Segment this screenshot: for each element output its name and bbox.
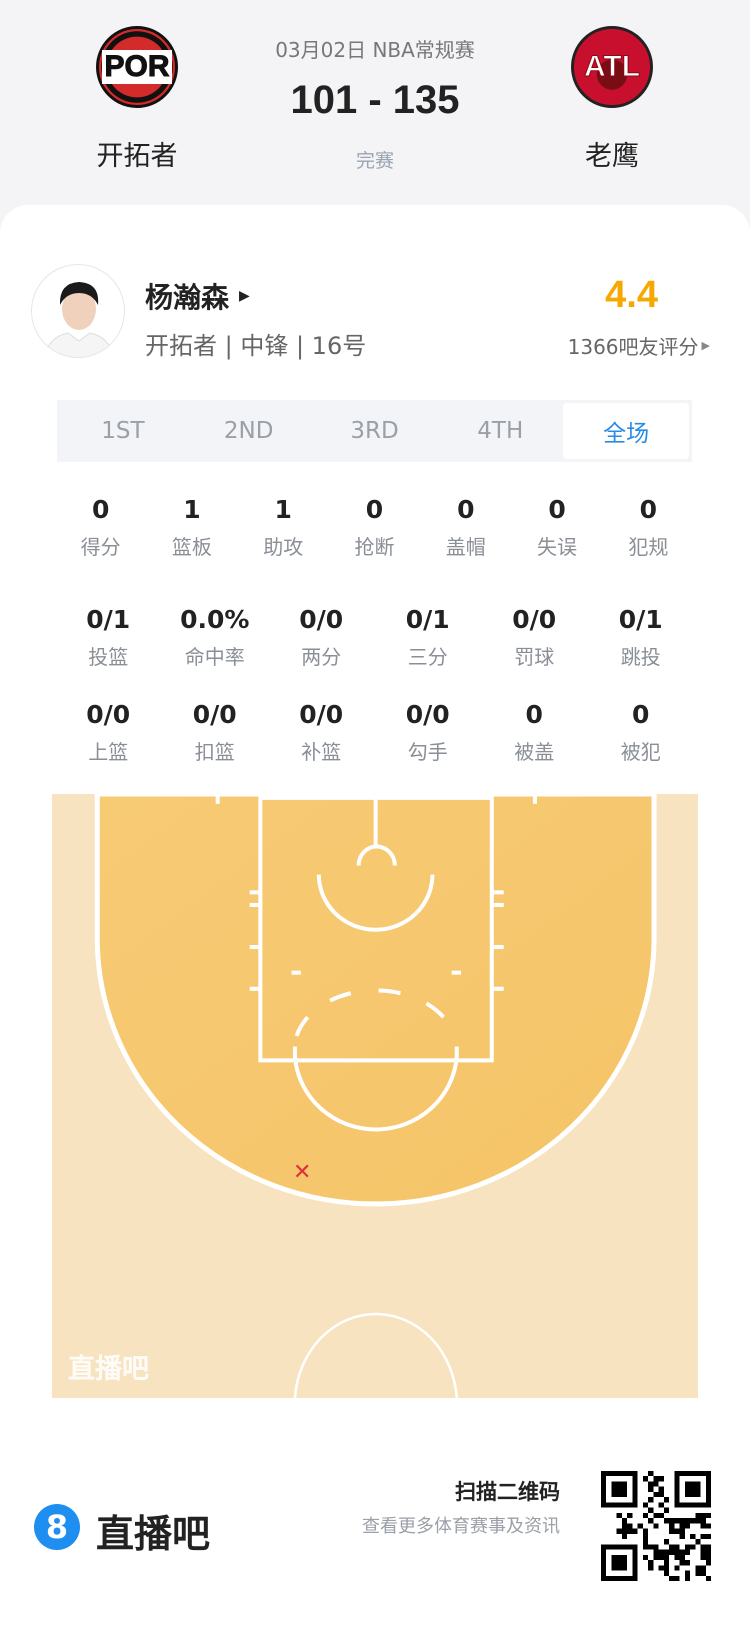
- stat-value: 0: [525, 700, 543, 729]
- atl-team-logo[interactable]: ATL: [571, 26, 653, 108]
- stat-value: 0/1: [618, 605, 663, 634]
- stat-value: 0/0: [192, 700, 237, 729]
- tab-1st[interactable]: 1ST: [101, 418, 145, 444]
- stats-row-shot-types: 0/0 上篮 0/0 扣篮 0/0 补篮 0/0 勾手 0 被盖 0 被犯: [55, 698, 694, 765]
- stat-label: 助攻: [263, 535, 304, 559]
- shot-chart-court: ✕ 直播吧: [52, 794, 698, 1398]
- stat-value: 0/0: [299, 700, 344, 729]
- stat-item: 1 篮板: [146, 493, 237, 560]
- court-watermark: 直播吧: [68, 1354, 149, 1385]
- stat-value: 0: [365, 495, 384, 524]
- player-name-link[interactable]: 杨瀚森 ▶: [145, 281, 250, 314]
- stat-label: 篮板: [171, 535, 212, 559]
- stat-item: 0/0 上篮: [55, 698, 162, 765]
- stat-label: 补篮: [301, 740, 342, 764]
- caret-right-icon: ▶: [701, 339, 710, 352]
- stat-item: 1 助攻: [238, 493, 329, 560]
- stat-item: 0 盖帽: [420, 493, 511, 560]
- stat-value: 0.0%: [180, 605, 250, 634]
- player-rating: 4.4: [605, 274, 658, 316]
- stat-item: 0/0 扣篮: [162, 698, 269, 765]
- stat-label: 上篮: [88, 740, 129, 764]
- stat-label: 盖帽: [445, 535, 486, 559]
- game-score: 101 - 135: [290, 78, 460, 122]
- qr-title: 扫描二维码: [455, 1480, 560, 1504]
- por-team-logo[interactable]: POR: [96, 26, 178, 108]
- stat-item: 0 被犯: [588, 698, 695, 765]
- stat-label: 得分: [80, 535, 121, 559]
- brand-name: 直播吧: [96, 1512, 211, 1556]
- stats-row-basic: 0 得分 1 篮板 1 助攻 0 抢断 0 盖帽 0 失误 0 犯规: [55, 493, 694, 560]
- stat-item: 0/1 跳投: [588, 603, 695, 670]
- shot-miss-marker[interactable]: ✕: [293, 1160, 312, 1185]
- stats-row-shooting: 0/1 投篮 0.0% 命中率 0/0 两分 0/1 三分 0/0 罚球 0/1 跳投: [55, 603, 694, 670]
- player-info: 开拓者 | 中锋 | 16号: [145, 332, 367, 360]
- stat-label: 扣篮: [194, 740, 235, 764]
- stat-item: 0/0 两分: [268, 603, 375, 670]
- stat-label: 被盖: [514, 740, 555, 764]
- stat-item: 0/0 罚球: [481, 603, 588, 670]
- caret-right-icon: ▶: [239, 288, 250, 304]
- stat-label: 勾手: [407, 740, 448, 764]
- stat-item: 0 被盖: [481, 698, 588, 765]
- stat-item: 0/0 补篮: [268, 698, 375, 765]
- stat-value: 0: [457, 495, 475, 524]
- stat-label: 被犯: [620, 740, 661, 764]
- stat-item: 0.0% 命中率: [162, 603, 269, 670]
- stat-item: 0/1 三分: [375, 603, 482, 670]
- rating-link[interactable]: 1366吧友评分 ▶: [567, 335, 710, 359]
- stat-item: 0 犯规: [603, 493, 694, 560]
- three-point-area: [97, 794, 654, 1204]
- stat-item: 0/1 投篮: [55, 603, 162, 670]
- qr-subtitle: 查看更多体育赛事及资讯: [362, 1516, 560, 1537]
- game-date-league: 03月02日 NBA常规赛: [275, 38, 475, 62]
- stat-value: 0: [639, 495, 658, 524]
- stat-value: 0/0: [86, 700, 131, 729]
- stat-label: 投篮: [88, 645, 129, 669]
- stat-value: 0: [548, 495, 566, 524]
- game-status: 完赛: [355, 150, 394, 172]
- stat-item: 0 抢断: [329, 493, 420, 560]
- tab-full-game[interactable]: 全场: [563, 403, 689, 459]
- tab-2nd[interactable]: 2ND: [223, 418, 274, 444]
- stat-label: 犯规: [628, 535, 669, 559]
- period-tabs: 1ST 2ND 3RD 4TH 全场: [57, 400, 692, 462]
- stat-label: 三分: [407, 645, 448, 669]
- tab-4th[interactable]: 4TH: [477, 418, 524, 444]
- stat-label: 抢断: [354, 535, 395, 559]
- stat-value: 0: [632, 700, 650, 729]
- home-team-name[interactable]: 开拓者: [96, 141, 178, 172]
- stat-label: 命中率: [184, 645, 245, 669]
- stat-value: 0/0: [405, 700, 450, 729]
- stat-label: 罚球: [514, 645, 555, 669]
- stat-value: 0: [91, 495, 110, 524]
- stat-value: 1: [183, 495, 201, 524]
- qr-code[interactable]: [600, 1471, 712, 1581]
- stat-label: 跳投: [620, 645, 661, 669]
- away-team-name[interactable]: 老鹰: [585, 141, 639, 172]
- stat-value: 0/1: [86, 605, 131, 634]
- stat-item: 0/0 勾手: [375, 698, 482, 765]
- tab-3rd[interactable]: 3RD: [350, 418, 399, 444]
- stat-item: 0 得分: [55, 493, 146, 560]
- stat-label: 两分: [301, 645, 342, 669]
- stat-item: 0 失误: [511, 493, 602, 560]
- stat-value: 0/0: [512, 605, 557, 634]
- stat-label: 失误: [537, 535, 578, 559]
- brand-logo-icon: 8: [34, 1504, 80, 1550]
- stat-value: 0/0: [299, 605, 344, 634]
- stat-value: 1: [274, 495, 292, 524]
- stat-value: 0/1: [405, 605, 450, 634]
- player-avatar[interactable]: [31, 264, 125, 358]
